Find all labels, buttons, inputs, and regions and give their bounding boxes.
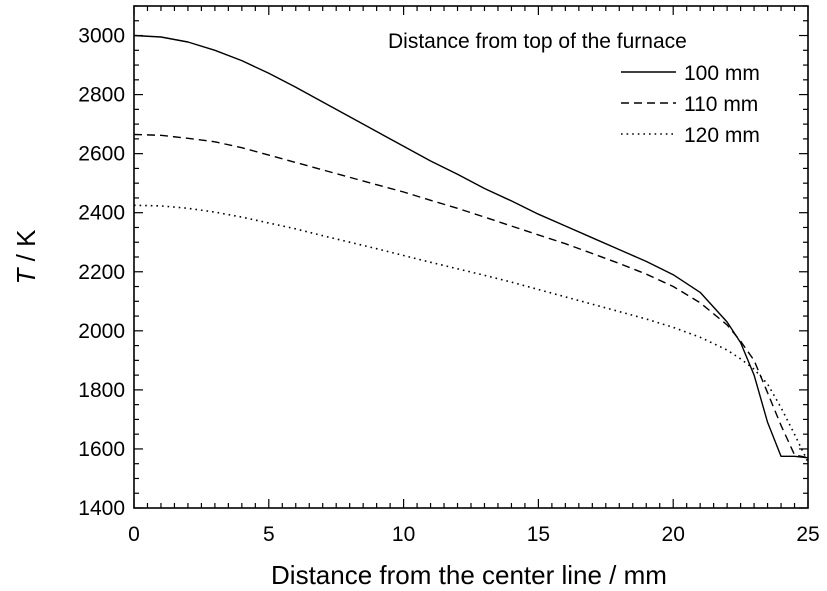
x-tick-label: 20: [662, 523, 685, 546]
x-tick-label: 0: [128, 523, 140, 546]
y-tick-label: 2000: [78, 320, 125, 343]
y-tick-label: 2600: [78, 143, 125, 166]
x-tick-label: 25: [796, 523, 819, 546]
x-tick-label: 15: [527, 523, 550, 546]
x-tick-label: 5: [263, 523, 275, 546]
y-tick-label: 2800: [78, 84, 125, 107]
y-tick-label: 1600: [78, 438, 125, 461]
axis-ticks: [133, 5, 809, 509]
y-axis-title-unit: / K: [11, 229, 41, 269]
legend-title: Distance from top of the furnace: [388, 30, 687, 53]
legend-label-110mm: 110 mm: [684, 93, 758, 116]
y-tick-label: 3000: [78, 25, 125, 48]
y-axis-title-symbol: T: [11, 266, 41, 284]
y-tick-label: 2200: [78, 261, 125, 284]
legend: Distance from top of the furnace 100 mm …: [388, 30, 760, 147]
y-tick-label: 2400: [78, 202, 125, 225]
series-line-110mm: [133, 133, 809, 459]
y-axis-title: T / K: [11, 229, 41, 285]
y-tick-label: 1400: [78, 497, 125, 520]
series-line-100mm: [133, 34, 809, 459]
x-axis-title: Distance from the center line / mm: [271, 560, 667, 590]
legend-label-100mm: 100 mm: [684, 62, 760, 85]
tick-labels: 0 5 10 15 20 25 1400 1600 1800 2000 2200 2400 2600 28…: [78, 25, 819, 546]
y-tick-label: 1800: [78, 379, 125, 402]
x-tick-label: 10: [392, 523, 415, 546]
series-line-120mm: [133, 204, 809, 463]
series-lines: [133, 34, 809, 463]
legend-label-120mm: 120 mm: [684, 124, 760, 147]
